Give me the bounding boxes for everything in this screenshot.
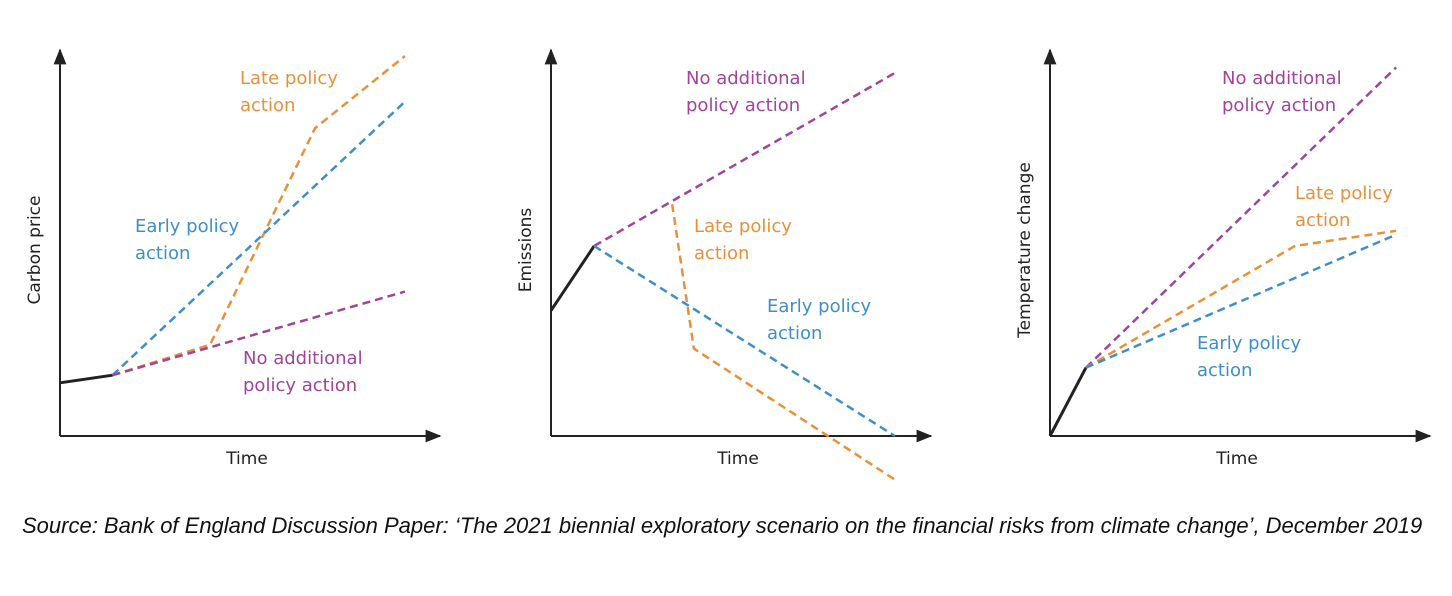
series-line [59,373,113,385]
series-label: No additional policy action [686,68,806,116]
series-line [593,244,896,438]
series-line [1085,233,1397,369]
y-axis-title: Carbon price [25,196,45,305]
series-label: No additional policy action [243,348,363,396]
y-axis-title: Emissions [516,208,536,293]
series-label: Late policy action [1295,183,1393,231]
series-label: Early policy action [767,296,872,344]
source-note: Source: Bank of England Discussion Paper… [22,513,1423,538]
series-line [112,55,406,377]
y-axis-title: Temperature change [1015,162,1035,339]
x-axis-title: Time [1215,449,1258,469]
series-line [1085,66,1397,369]
series-line [670,204,899,483]
series-label: No additional policy action [1222,68,1342,116]
series-line [1085,229,1397,369]
x-axis-title: Time [716,449,759,469]
series-line [549,245,596,312]
series-label: Early policy action [135,216,240,264]
series-label: Late policy action [240,68,338,116]
series-line [112,290,406,377]
series-line [111,100,406,377]
series-label: Early policy action [1197,333,1302,381]
series-line [593,70,899,248]
series-line [1048,366,1088,437]
x-axis-title: Time [225,449,268,469]
series-label: Late policy action [694,216,792,264]
